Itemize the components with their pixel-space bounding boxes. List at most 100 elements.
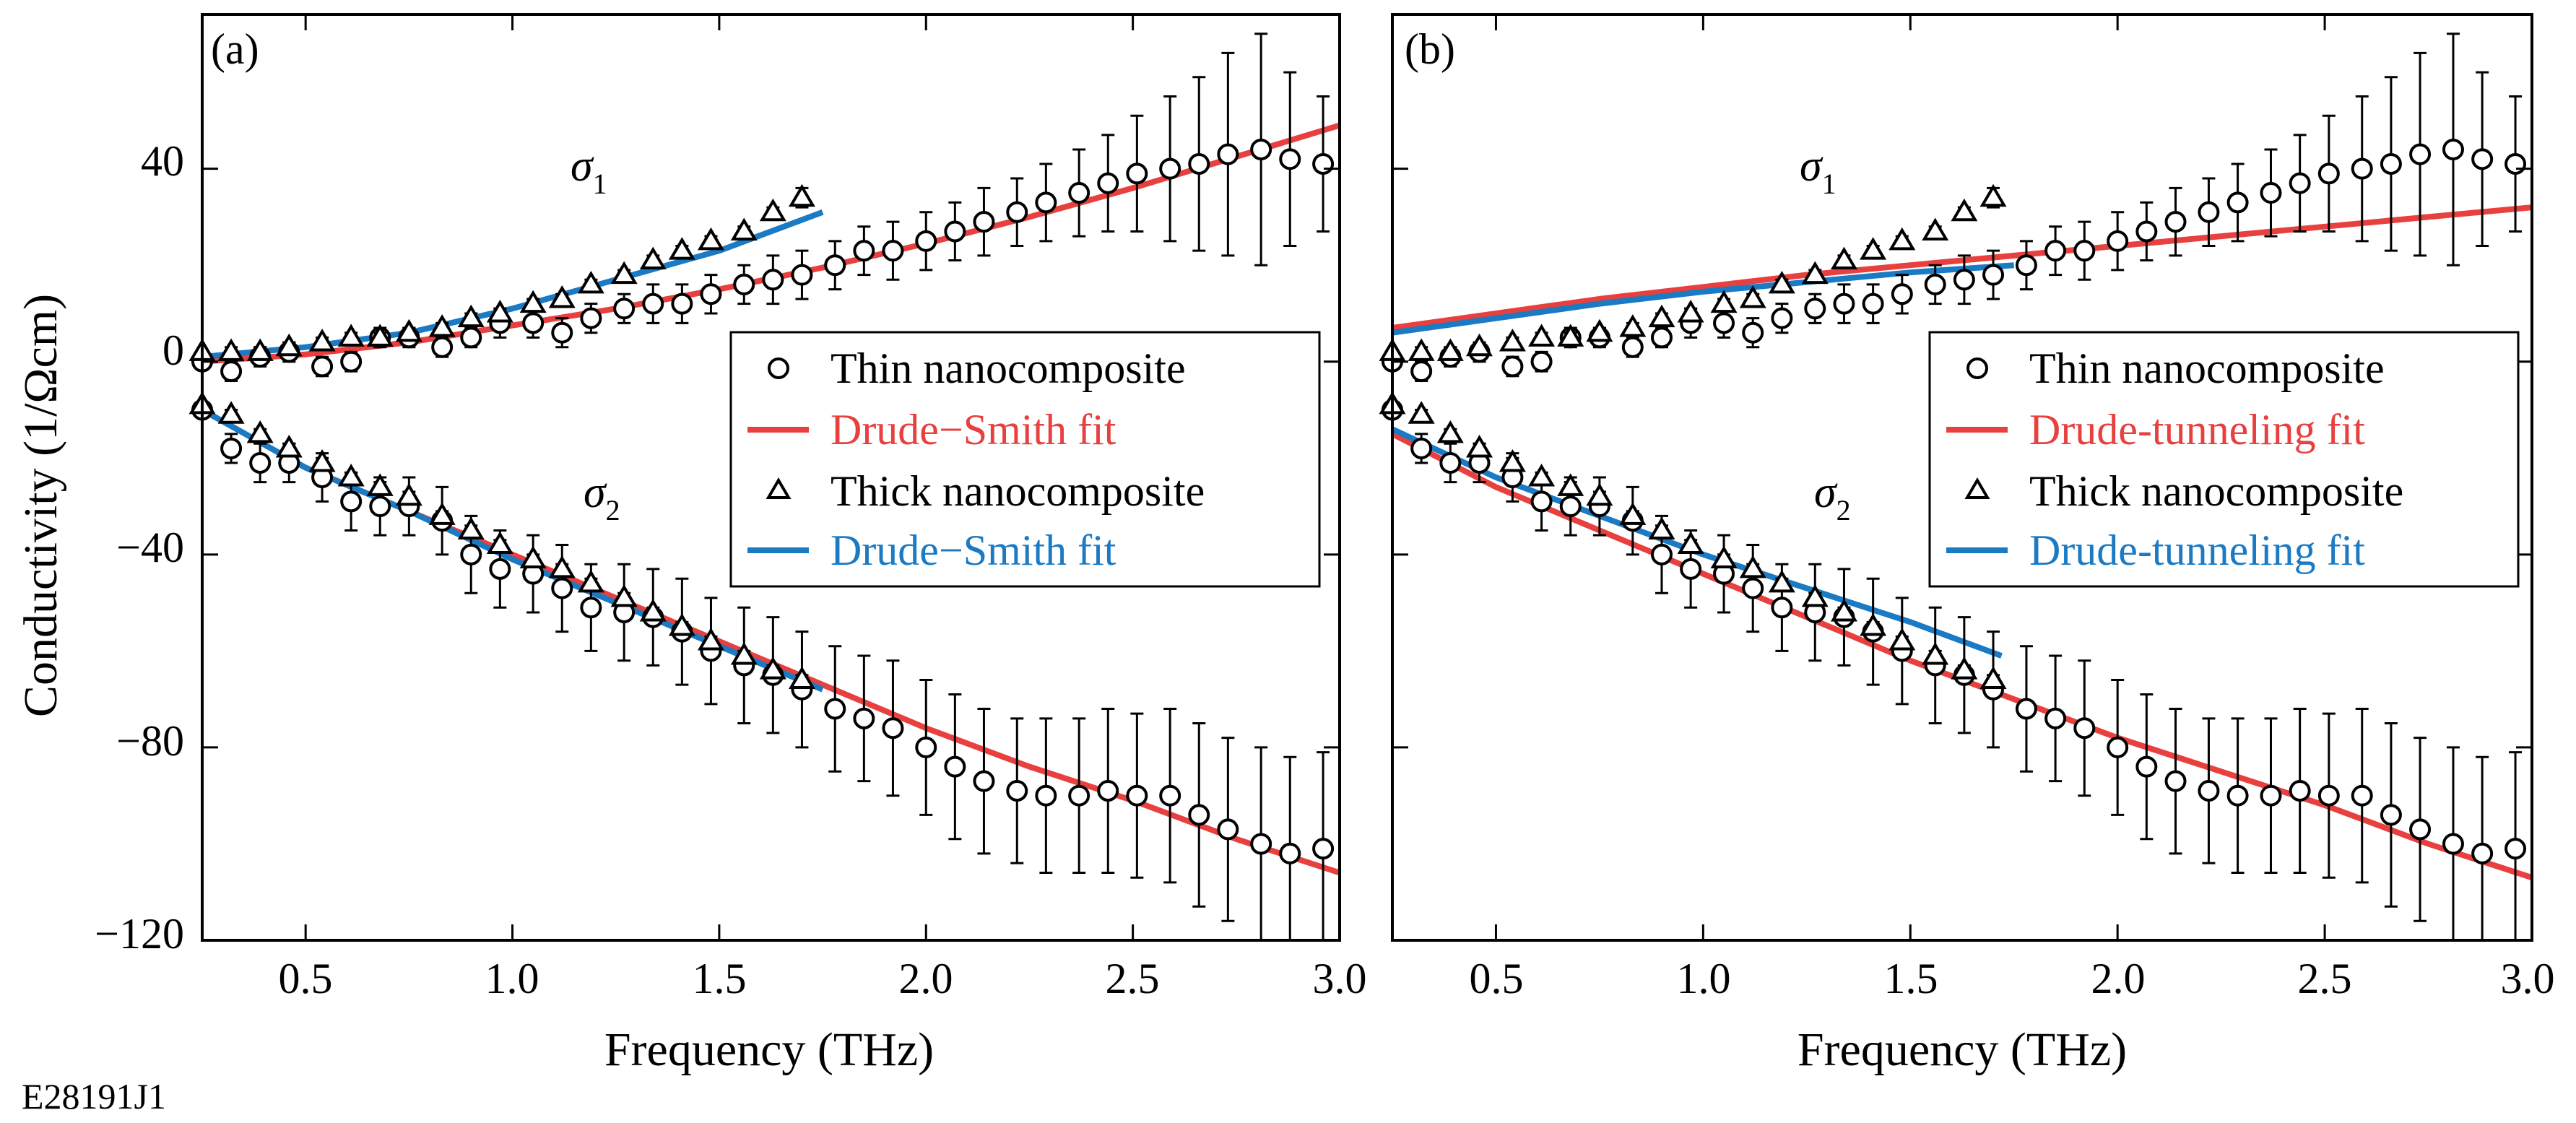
data-point-triangle [1586,318,1613,342]
data-point-triangle [730,217,758,240]
data-point-triangle [1648,516,1675,539]
data-point-triangle [730,642,758,665]
data-point-triangle [1922,217,1949,240]
data-point-circle [2317,784,2340,807]
data-point-triangle [697,227,724,251]
data-point-circle [1501,355,1524,378]
legend-marker-thin-b [1966,357,1988,379]
data-point-circle [1159,784,1181,807]
sigma2-symbol-a: σ [584,468,607,517]
data-point-circle [1217,818,1239,841]
data-point-circle [340,350,363,373]
data-point-circle [2260,784,2282,807]
data-point-circle [1982,264,2005,286]
data-point-circle [915,736,937,758]
sigma1-symbol-b: σ [1800,142,1823,191]
data-point-circle [340,490,363,513]
panel-label-b: (b) [1405,25,1455,73]
legend-thick-a: Thick nanocomposite [831,467,1205,515]
data-point-circle [1097,172,1119,194]
data-point-circle [882,717,904,740]
figure-code: E28191J1 [22,1076,166,1117]
data-point-circle [2015,254,2037,277]
data-point-circle [1410,360,1433,383]
data-point-circle [973,770,995,792]
data-point-triangle [428,314,456,337]
data-point-circle [700,283,722,305]
data-point-circle [2351,157,2373,180]
data-point-triangle [1528,324,1556,347]
tick-label-x-1.5: 1.5 [693,955,747,1002]
sigma1-label-b: σ1 [1800,142,1836,200]
data-point-circle [522,312,545,334]
data-point-triangle [1860,237,1887,260]
data-point-circle [2135,220,2158,243]
data-point-circle [1312,838,1335,860]
data-point-triangle [275,434,303,458]
data-point-circle [1097,780,1119,802]
data-point-triangle [1677,531,1704,554]
data-point-circle [642,292,664,315]
data-point-circle [944,755,966,778]
data-point-circle [1188,152,1210,175]
data-point-triangle [1648,304,1675,328]
legend-fit-red-b: Drude-tunneling fit [2029,406,2365,454]
tick-label-y-40: 40 [141,137,184,185]
legend-thick-b: Thick nanocomposite [2029,467,2403,515]
data-point-triangle [1951,656,1978,680]
data-point-circle [2135,755,2158,778]
legend-thin-b: Thin nanocomposite [2029,344,2385,392]
data-point-triangle [217,401,245,424]
data-point-triangle [577,270,604,294]
data-point-circle [2164,211,2187,233]
data-point-circle [369,495,391,518]
data-point-triangle [366,473,394,496]
data-point-triangle [1466,333,1493,357]
data-point-triangle [1922,642,1949,665]
data-point-circle [1312,152,1335,175]
data-point-circle [2044,707,2067,729]
data-point-circle [1126,162,1148,185]
legend-fit-red-a: Drude−Smith fit [831,406,1116,454]
sigma1-symbol-a: σ [571,142,594,191]
data-point-circle [1006,201,1028,223]
data-point-circle [2226,191,2249,214]
data-point-circle [2073,717,2096,740]
data-point-triangle [486,300,513,323]
panel-b: 0.5 1.0 1.5 2.0 2.5 3.0 (b) σ1 σ2 Thin n… [1379,13,2555,1002]
data-point-circle [1410,437,1433,459]
data-point-circle [1804,298,1826,320]
fit-line-blue [1392,262,2014,336]
data-point-triangle [395,482,422,506]
tick-label-y-minus40: −40 [116,524,184,571]
data-point-circle [249,451,272,474]
tick-label-y-0: 0 [162,326,184,374]
tick-label-x-0.5: 0.5 [279,955,333,1002]
plot-frame-a [201,13,1341,942]
data-point-circle [1035,191,1057,214]
data-point-triangle [1768,270,1795,294]
data-point-triangle [1768,569,1795,593]
data-point-triangle [1801,584,1829,607]
data-point-circle [2260,182,2282,204]
data-point-circle [1771,597,1793,619]
data-point-triangle [1557,473,1584,496]
tick-label-x-2.5-b: 2.5 [2298,955,2352,1002]
legend-marker-thick-a [766,477,792,499]
data-point-circle [671,292,693,315]
data-point-circle [853,707,875,729]
tick-label-y-minus80: −80 [116,717,184,765]
data-point-triangle [548,555,576,578]
data-point-circle [2107,736,2129,758]
data-point-triangle [1619,502,1647,525]
tick-label-x-3.0-b: 3.0 [2501,955,2555,1002]
legend-fit-blue-a: Drude−Smith fit [831,526,1116,574]
data-point-circle [2442,138,2464,160]
data-point-circle [1650,326,1673,349]
sigma1-label-a: σ1 [571,142,607,200]
data-point-triangle [1408,401,1435,424]
data-point-triangle [457,516,485,539]
data-point-triangle [1436,338,1464,361]
legend-marker-thick-b [1964,477,1990,499]
data-point-circle [1650,543,1673,565]
